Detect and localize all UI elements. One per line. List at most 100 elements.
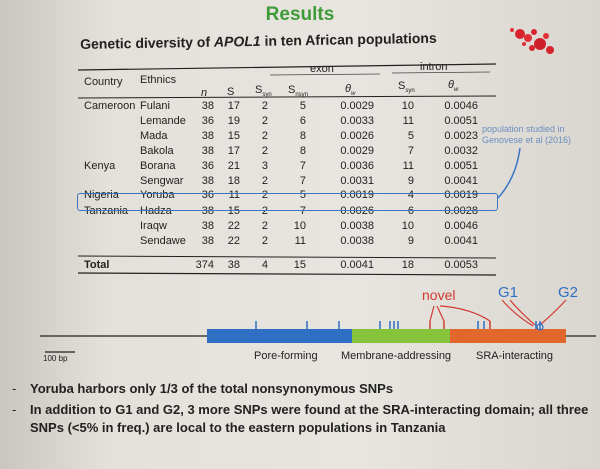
cell-n: 38 — [201, 205, 214, 218]
domain-membrane-label: Membrane-addressing — [341, 350, 452, 362]
cell-n: 38 — [201, 174, 214, 187]
cell-total-s-syn: 4 — [261, 259, 268, 271]
cell-s-intron: 11 — [402, 114, 414, 127]
cell-n: 38 — [201, 220, 214, 233]
cell-n: 38 — [201, 235, 214, 248]
cell-theta-exon: 0.0036 — [340, 159, 374, 172]
cell-s-intron: 10 — [401, 220, 414, 233]
cell-theta-intron: 0.0041 — [444, 235, 478, 248]
cell-total-s: 38 — [227, 259, 240, 271]
cell-s-syn: 2 — [261, 220, 268, 233]
cell-country: Cameroon — [84, 100, 136, 112]
domain-pore-forming-label: Pore-forming — [254, 350, 318, 362]
header-theta-exon: θw — [345, 83, 355, 97]
cell-theta-exon: 0.0026 — [340, 129, 374, 142]
cell-country: Tanzania — [84, 205, 129, 218]
header-s-nsyn-sub: nsyn — [295, 92, 309, 99]
cell-s: 17 — [227, 144, 240, 157]
bullet-dash-icon: - — [12, 402, 17, 417]
cell-theta-intron: 0.0051 — [444, 114, 478, 127]
cell-s-intron: 5 — [407, 129, 414, 142]
header-ethnics: Ethnics — [140, 74, 177, 86]
cell-theta-exon: 0.0038 — [340, 235, 374, 248]
cell-total-s-intron: 18 — [401, 259, 414, 271]
cell-s-intron: 9 — [407, 235, 414, 248]
cell-total-label: Total — [84, 259, 110, 271]
cell-ethnic: Mada — [140, 129, 168, 142]
header-s-syn-main: S — [255, 84, 263, 96]
cell-s-nsyn: 11 — [294, 235, 306, 248]
red-splatter-graphic — [510, 28, 554, 54]
cell-s: 15 — [227, 129, 240, 142]
cell-n: 36 — [201, 189, 214, 202]
cell-s: 19 — [227, 114, 240, 127]
cell-s-nsyn: 10 — [293, 220, 306, 233]
cell-ethnic: Yoruba — [140, 189, 175, 202]
domain-membrane-bar — [352, 329, 450, 343]
cell-s-nsyn: 7 — [299, 205, 306, 218]
g1-label: G1 — [498, 284, 519, 301]
cell-s-syn: 2 — [261, 235, 268, 248]
cell-theta-intron: 0.0032 — [444, 144, 478, 157]
header-s-intron-main: S — [398, 80, 406, 92]
g2-label: G2 — [558, 284, 579, 301]
bullet-list: - Yoruba harbors only 1/3 of the total no… — [12, 380, 597, 440]
cell-ethnic: Sengwar — [140, 174, 184, 187]
header-s-intron-sub: syn — [405, 88, 415, 95]
cell-ethnic: Bakola — [140, 144, 174, 157]
cell-s-nsyn: 5 — [299, 189, 306, 202]
cell-ethnic: Lemande — [140, 114, 186, 127]
cell-s-nsyn: 7 — [299, 159, 306, 172]
cell-theta-intron: 0.0019 — [444, 189, 478, 202]
cell-s-intron: 6 — [407, 205, 414, 218]
cell-s-syn: 2 — [261, 189, 268, 202]
cell-s-nsyn: 8 — [299, 144, 306, 157]
cell-s: 21 — [227, 159, 240, 172]
header-s-syn-sub: syn — [262, 92, 272, 99]
cell-theta-intron: 0.0051 — [444, 159, 478, 172]
cell-total-theta-intron: 0.0053 — [444, 259, 478, 271]
header-s-intron: Ssyn — [398, 80, 415, 94]
cell-s-intron: 10 — [401, 100, 414, 112]
cell-s: 15 — [227, 205, 240, 218]
bullet-item: - Yoruba harbors only 1/3 of the total no… — [12, 380, 597, 398]
cell-n: 38 — [201, 144, 214, 157]
cell-total-n: 374 — [195, 259, 214, 271]
cell-s-syn: 2 — [261, 174, 268, 187]
cell-n: 36 — [201, 114, 214, 127]
domain-sra-bar — [450, 329, 566, 343]
cell-s-nsyn: 7 — [299, 174, 306, 187]
header-intron: intron — [420, 61, 448, 73]
cell-s-nsyn: 6 — [299, 114, 306, 127]
g2-marker-circle — [536, 323, 544, 331]
cell-s-syn: 2 — [261, 100, 268, 112]
header-theta-exon-sub: w — [350, 91, 356, 98]
cell-theta-exon: 0.0033 — [340, 114, 374, 127]
cell-s-nsyn: 8 — [299, 129, 306, 142]
cell-s-nsyn: 5 — [299, 100, 306, 112]
header-country: Country — [84, 76, 123, 88]
header-theta-intron-sub: w — [453, 87, 459, 94]
cell-n: 38 — [201, 100, 214, 112]
cell-total-theta-exon: 0.0041 — [340, 259, 374, 271]
header-s-nsyn: Snsyn — [288, 84, 308, 98]
cell-s: 17 — [227, 100, 240, 112]
cell-theta-exon: 0.0029 — [340, 144, 374, 157]
cell-ethnic: Iraqw — [140, 220, 167, 233]
cell-theta-exon: 0.0026 — [340, 205, 374, 218]
cell-s-intron: 4 — [407, 189, 414, 202]
header-s-syn: Ssyn — [255, 84, 272, 98]
cell-s: 11 — [228, 189, 240, 202]
cell-theta-exon: 0.0031 — [340, 174, 374, 187]
cell-ethnic: Hadza — [140, 205, 172, 218]
bullet-item: - In addition to G1 and G2, 3 more SNPs w… — [12, 401, 597, 437]
cell-country: Kenya — [84, 159, 116, 172]
cell-s: 18 — [227, 174, 240, 187]
yoruba-highlight-box — [77, 193, 498, 211]
cell-ethnic: Sendawe — [140, 235, 186, 248]
callout-text: population studied in Genovese et al (20… — [482, 124, 572, 145]
